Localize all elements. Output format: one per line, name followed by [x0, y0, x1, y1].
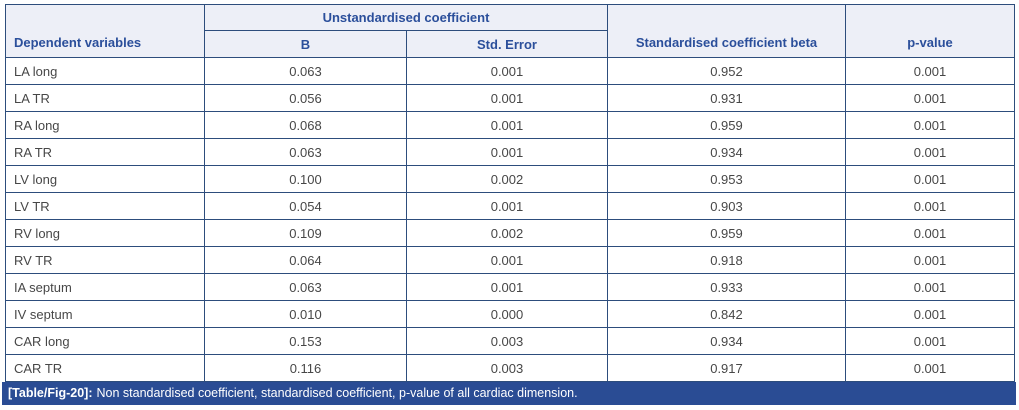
table-row: LV TR 0.054 0.001 0.903 0.001 [5, 192, 1015, 220]
b-cell: 0.063 [204, 273, 407, 301]
p-value-cell: 0.001 [845, 57, 1015, 85]
p-value-cell: 0.001 [845, 84, 1015, 112]
p-value-cell: 0.001 [845, 138, 1015, 166]
table-header: Dependent variables Unstandardised coeff… [5, 4, 1015, 58]
coefficients-table: Dependent variables Unstandardised coeff… [5, 4, 1015, 382]
column-header-b: B [204, 30, 407, 58]
p-value-cell: 0.001 [845, 246, 1015, 274]
table-row: LA TR 0.056 0.001 0.931 0.001 [5, 84, 1015, 112]
beta-cell: 0.842 [607, 300, 846, 328]
table-row: IA septum 0.063 0.001 0.933 0.001 [5, 273, 1015, 301]
p-value-cell: 0.001 [845, 192, 1015, 220]
p-value-cell: 0.001 [845, 273, 1015, 301]
table-row: CAR long 0.153 0.003 0.934 0.001 [5, 327, 1015, 355]
table-row: RA long 0.068 0.001 0.959 0.001 [5, 111, 1015, 139]
std-error-cell: 0.001 [406, 273, 608, 301]
std-error-cell: 0.001 [406, 138, 608, 166]
b-cell: 0.109 [204, 219, 407, 247]
std-error-cell: 0.002 [406, 165, 608, 193]
p-value-cell: 0.001 [845, 219, 1015, 247]
b-cell: 0.100 [204, 165, 407, 193]
b-cell: 0.056 [204, 84, 407, 112]
b-cell: 0.063 [204, 138, 407, 166]
caption-text: Non standardised coefficient, standardis… [96, 386, 578, 400]
beta-cell: 0.952 [607, 57, 846, 85]
variable-cell: IA septum [5, 273, 205, 301]
beta-cell: 0.934 [607, 138, 846, 166]
std-error-cell: 0.001 [406, 57, 608, 85]
b-cell: 0.116 [204, 354, 407, 382]
std-error-cell: 0.001 [406, 192, 608, 220]
table-row: RV long 0.109 0.002 0.959 0.001 [5, 219, 1015, 247]
variable-cell: CAR long [5, 327, 205, 355]
beta-cell: 0.918 [607, 246, 846, 274]
table-row: LA long 0.063 0.001 0.952 0.001 [5, 57, 1015, 85]
table-row: CAR TR 0.116 0.003 0.917 0.001 [5, 354, 1015, 382]
b-cell: 0.054 [204, 192, 407, 220]
p-value-cell: 0.001 [845, 300, 1015, 328]
std-error-cell: 0.003 [406, 354, 608, 382]
std-error-cell: 0.001 [406, 84, 608, 112]
table-row: RV TR 0.064 0.001 0.918 0.001 [5, 246, 1015, 274]
variable-cell: LV TR [5, 192, 205, 220]
column-header-standardised-coefficient-beta: Standardised coefficient beta [607, 4, 846, 58]
p-value-cell: 0.001 [845, 327, 1015, 355]
table-body: LA long 0.063 0.001 0.952 0.001 LA TR 0.… [5, 57, 1015, 382]
variable-cell: RA TR [5, 138, 205, 166]
column-header-dependent-variables: Dependent variables [5, 4, 205, 58]
variable-cell: RV TR [5, 246, 205, 274]
caption-label: [Table/Fig-20]: [8, 386, 93, 400]
std-error-cell: 0.002 [406, 219, 608, 247]
table-row: IV septum 0.010 0.000 0.842 0.001 [5, 300, 1015, 328]
std-error-cell: 0.003 [406, 327, 608, 355]
beta-cell: 0.953 [607, 165, 846, 193]
beta-cell: 0.959 [607, 219, 846, 247]
std-error-cell: 0.001 [406, 246, 608, 274]
beta-cell: 0.959 [607, 111, 846, 139]
b-cell: 0.153 [204, 327, 407, 355]
table-row: LV long 0.100 0.002 0.953 0.001 [5, 165, 1015, 193]
variable-cell: CAR TR [5, 354, 205, 382]
std-error-cell: 0.000 [406, 300, 608, 328]
column-group-header-unstandardised-coefficient: Unstandardised coefficient [204, 4, 608, 31]
beta-cell: 0.934 [607, 327, 846, 355]
variable-cell: LV long [5, 165, 205, 193]
b-cell: 0.068 [204, 111, 407, 139]
variable-cell: RV long [5, 219, 205, 247]
beta-cell: 0.931 [607, 84, 846, 112]
table-caption-bar: [Table/Fig-20]: Non standardised coeffici… [2, 382, 1016, 405]
p-value-cell: 0.001 [845, 165, 1015, 193]
variable-cell: IV septum [5, 300, 205, 328]
p-value-cell: 0.001 [845, 111, 1015, 139]
column-header-p-value: p-value [845, 4, 1015, 58]
variable-cell: LA TR [5, 84, 205, 112]
b-cell: 0.063 [204, 57, 407, 85]
beta-cell: 0.917 [607, 354, 846, 382]
b-cell: 0.064 [204, 246, 407, 274]
std-error-cell: 0.001 [406, 111, 608, 139]
variable-cell: RA long [5, 111, 205, 139]
beta-cell: 0.903 [607, 192, 846, 220]
variable-cell: LA long [5, 57, 205, 85]
p-value-cell: 0.001 [845, 354, 1015, 382]
column-header-std-error: Std. Error [406, 30, 608, 58]
b-cell: 0.010 [204, 300, 407, 328]
beta-cell: 0.933 [607, 273, 846, 301]
table-row: RA TR 0.063 0.001 0.934 0.001 [5, 138, 1015, 166]
